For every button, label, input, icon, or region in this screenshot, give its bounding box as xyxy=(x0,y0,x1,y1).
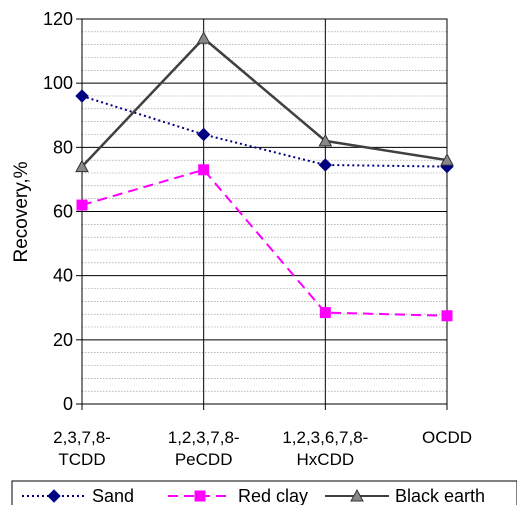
red-clay-series-line xyxy=(81,168,448,317)
x-tick-label: 2,3,7,8-TCDD xyxy=(53,428,111,469)
x-tick-label: 1,2,3,6,7,8-HxCDD xyxy=(282,428,368,469)
black-earth-data-point xyxy=(440,153,454,166)
y-tick-label: 120 xyxy=(43,9,73,29)
black-earth-series-line xyxy=(81,36,448,168)
major-gridlines xyxy=(82,82,447,341)
black-earth-legend-label: Black earth xyxy=(395,486,485,505)
legend-box xyxy=(11,480,517,505)
x-tick-label: 1,2,3,7,8-PeCDD xyxy=(168,428,240,469)
sand-data-point xyxy=(318,158,333,172)
y-tick-label: 0 xyxy=(63,394,73,414)
red-clay-legend-marker xyxy=(194,490,206,502)
sand-data-point xyxy=(75,89,89,103)
red-clay-data-point xyxy=(319,307,331,319)
x-axis-ticks: 2,3,7,8-TCDD 1,2,3,7,8-PeCDD 1,2,3,6,7,8-H… xyxy=(53,404,472,469)
sand-series-line xyxy=(81,95,448,168)
black-earth-legend-marker xyxy=(350,488,364,502)
black-earth-data-point xyxy=(318,133,333,147)
category-gridlines xyxy=(203,19,326,404)
red-clay-data-point xyxy=(76,199,88,211)
y-axis-label: Recovery,% xyxy=(11,161,32,262)
y-tick-label: 60 xyxy=(53,202,73,222)
y-tick-label: 40 xyxy=(53,266,73,286)
series-markers xyxy=(75,31,454,322)
x-tick-label: OCDD xyxy=(422,428,472,447)
legend: Sand Red clay Black earth xyxy=(11,480,517,505)
red-clay-legend-label: Red clay xyxy=(238,486,308,505)
y-tick-label: 20 xyxy=(53,330,73,350)
minor-gridlines xyxy=(82,31,447,392)
series-lines xyxy=(81,36,448,317)
y-axis-ticks: 0 20 40 60 80 100 120 xyxy=(43,9,82,414)
y-tick-label: 100 xyxy=(43,73,73,93)
sand-legend-label: Sand xyxy=(92,486,134,505)
sand-legend-marker xyxy=(47,489,61,503)
black-earth-data-point xyxy=(196,31,211,44)
sand-data-point xyxy=(196,127,211,142)
y-tick-label: 80 xyxy=(53,137,73,157)
red-clay-data-point xyxy=(198,164,210,176)
red-clay-data-point xyxy=(441,310,453,322)
black-earth-data-point xyxy=(75,159,89,173)
